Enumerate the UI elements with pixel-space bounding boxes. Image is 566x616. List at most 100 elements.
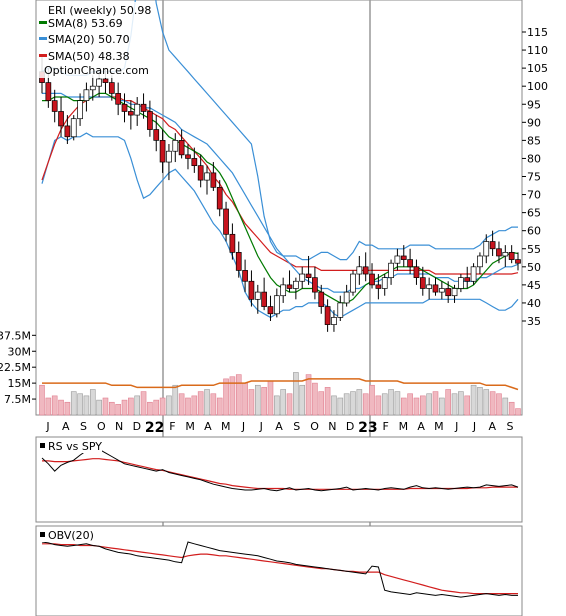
candle-body	[458, 277, 464, 289]
month-axis: J A S O N D 22 F M A M J J A S O N D 23 F M A M J J A S	[45, 420, 513, 436]
candle-body	[470, 266, 477, 282]
month-tick-label: A	[275, 420, 283, 433]
candle-body	[356, 266, 363, 275]
candle-body	[451, 288, 458, 297]
volume-tick-label: 22.5M	[0, 361, 31, 374]
price-tick-label: 100	[527, 80, 548, 93]
volume-bar	[375, 395, 382, 416]
candle-body	[438, 288, 445, 293]
volume-bar	[318, 391, 325, 416]
volume-bar	[115, 404, 121, 416]
candle-body	[77, 100, 83, 120]
volume-bar	[432, 391, 439, 416]
candle-body	[381, 277, 388, 289]
obv-line	[41, 541, 518, 598]
candle-body	[375, 284, 382, 289]
sma50-line	[41, 96, 519, 275]
volume-bar	[324, 387, 331, 416]
month-tick-label: N	[115, 420, 123, 433]
volume-bar	[51, 395, 58, 416]
candle-body	[426, 284, 432, 289]
volume-bar	[153, 399, 160, 416]
volume-bar	[229, 376, 236, 416]
volume-tick-label: 15M	[8, 377, 32, 390]
volume-bar	[286, 393, 293, 416]
candle-body	[242, 270, 248, 282]
price-tick-label: 65	[527, 207, 541, 220]
candle-body	[204, 172, 210, 181]
candle-body	[210, 172, 217, 188]
price-tick-label: 45	[527, 279, 541, 292]
candle-body	[508, 252, 515, 260]
volume-tick-label: 30M	[8, 345, 32, 358]
candle-body	[45, 82, 52, 101]
volume-bar	[96, 399, 102, 416]
rs-legend-swatch	[40, 443, 45, 448]
candle-body	[166, 150, 172, 163]
candle-body	[337, 302, 344, 318]
candle-body	[318, 291, 325, 307]
volume-bar	[464, 395, 471, 416]
sma8-line	[42, 92, 519, 304]
month-tick-label: D	[133, 420, 141, 433]
candle-body	[445, 288, 452, 297]
volume-bar	[400, 397, 407, 416]
candle-body	[115, 93, 122, 105]
candle-body	[312, 277, 318, 293]
bollinger-lower-band	[41, 132, 519, 319]
obv-legend-swatch	[40, 532, 45, 537]
year-tick-label: 23	[358, 420, 377, 436]
month-tick-label: J	[454, 420, 458, 433]
candle-body	[121, 103, 128, 112]
volume-tick-label: 37.5M	[0, 329, 31, 342]
price-tick-label: 85	[527, 134, 541, 147]
volume-bar	[216, 397, 223, 416]
candle-body	[407, 259, 413, 268]
legend-entry-sma50: SMA(50) 48.38	[48, 50, 130, 63]
volume-bar	[515, 408, 521, 416]
volume-bar	[166, 395, 172, 416]
candle-body	[64, 125, 71, 138]
price-tick-label: 60	[527, 225, 541, 238]
volume-bar	[343, 393, 350, 416]
rs-line	[41, 447, 519, 492]
candle-body	[331, 317, 337, 325]
volume-tick-label: 7.5M	[4, 393, 31, 406]
candle-body	[261, 291, 267, 307]
candle-body	[515, 259, 521, 264]
watermark: OptionChance.com	[44, 64, 149, 77]
candle-body	[229, 233, 236, 253]
price-tick-label: 110	[527, 44, 548, 57]
candle-body	[216, 186, 223, 210]
volume-bar	[83, 395, 90, 416]
candle-body	[343, 291, 350, 304]
volume-bar	[274, 395, 280, 416]
volume-bar	[489, 391, 496, 416]
candle-body	[102, 78, 109, 83]
legend-swatch-sma50	[39, 54, 47, 57]
obv-panel-label: OBV(20)	[48, 529, 94, 542]
obv-sma-line	[42, 543, 518, 595]
sma20-line	[42, 92, 519, 293]
volume-bar	[419, 395, 426, 416]
volume-bar	[331, 395, 337, 416]
candle-body	[464, 277, 471, 282]
volume-bar	[210, 393, 217, 416]
volume-bar	[140, 391, 147, 416]
volume-bar	[159, 397, 166, 416]
candle-body	[419, 277, 426, 289]
candle-body	[147, 111, 153, 130]
price-tick-label: 90	[527, 116, 541, 129]
rs-panel-label: RS vs SPY	[48, 440, 102, 453]
volume-bar	[388, 389, 394, 416]
candle-body	[362, 266, 369, 275]
volume-bar	[426, 393, 432, 416]
price-tick-label: 80	[527, 152, 541, 165]
candle-body	[96, 78, 102, 87]
month-tick-label: D	[346, 420, 354, 433]
volume-bar	[381, 393, 388, 416]
month-tick-label: M	[434, 420, 444, 433]
candle-body	[280, 284, 287, 297]
volume-bar	[312, 382, 318, 416]
